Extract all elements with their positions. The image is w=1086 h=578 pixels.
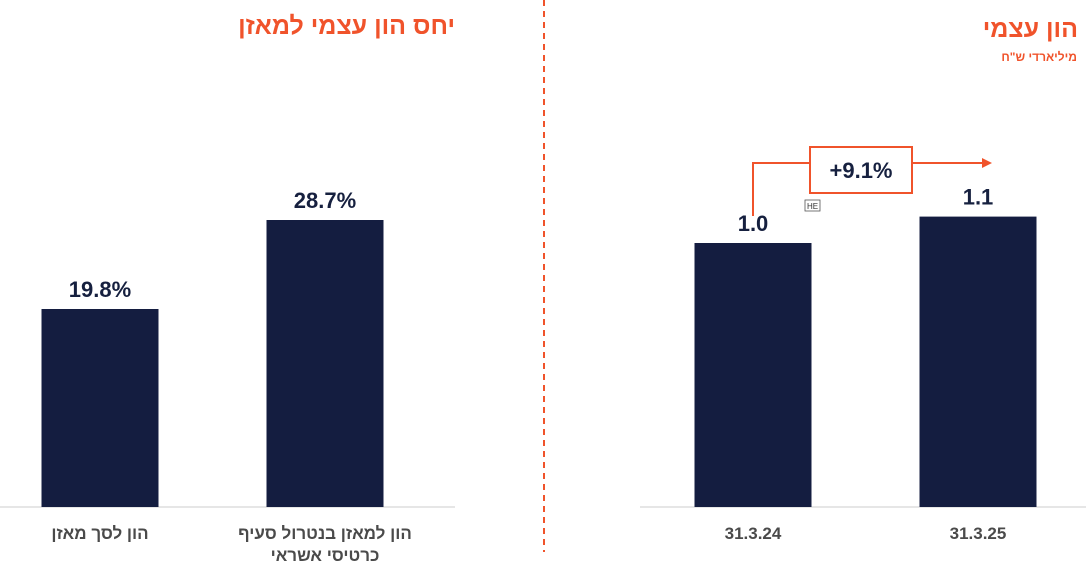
language-badge-label: HE — [807, 202, 818, 211]
growth-label: +9.1% — [830, 158, 893, 183]
right-chart-title: הון עצמי — [982, 15, 1078, 43]
left-bar-0 — [41, 309, 159, 507]
right-category-label-1: 31.3.25 — [950, 524, 1007, 543]
left-chart-title: יחס הון עצמי למאזן — [238, 12, 455, 40]
left-category-label-1: הון למאזן בנטרול סעיף — [238, 524, 412, 543]
growth-box — [809, 146, 913, 194]
growth-connector-left — [752, 162, 810, 216]
growth-annotation: +9.1% — [752, 146, 992, 216]
right-value-label-1: 1.1 — [963, 185, 994, 210]
left-category-label-1-line-1: כרטיסי אשראי — [271, 546, 380, 565]
growth-arrow-icon — [982, 158, 992, 168]
right-chart-marks: 1.031.3.241.131.3.25 — [694, 185, 1037, 543]
left-value-label-0: 19.8% — [69, 277, 131, 302]
right-chart-subtitle: מיליארדי ש"ח — [1001, 50, 1077, 64]
right-category-label-0: 31.3.24 — [725, 524, 782, 543]
left-value-label-1: 28.7% — [294, 188, 356, 213]
right-bar-1 — [919, 216, 1037, 507]
left-bar-1 — [266, 220, 384, 507]
language-badge: HE — [804, 199, 821, 212]
left-chart-marks: 19.8% הון לסך מאזן 28.7% הון למאזן בנטרול ס… — [41, 188, 412, 565]
left-category-label-0: הון לסך מאזן — [51, 524, 148, 543]
language-badge-box — [804, 199, 821, 212]
right-bar-0 — [694, 243, 812, 507]
